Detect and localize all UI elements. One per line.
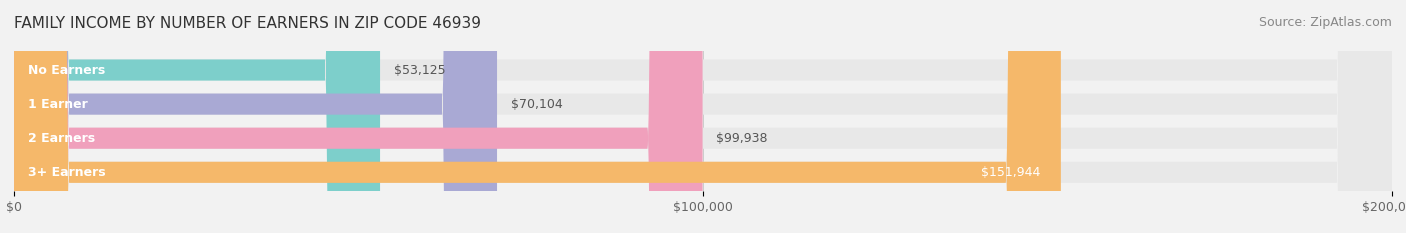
FancyBboxPatch shape [14, 0, 1392, 233]
FancyBboxPatch shape [14, 0, 380, 233]
Text: FAMILY INCOME BY NUMBER OF EARNERS IN ZIP CODE 46939: FAMILY INCOME BY NUMBER OF EARNERS IN ZI… [14, 16, 481, 31]
FancyBboxPatch shape [14, 0, 498, 233]
Text: 3+ Earners: 3+ Earners [28, 166, 105, 179]
Text: 1 Earner: 1 Earner [28, 98, 87, 111]
Text: 2 Earners: 2 Earners [28, 132, 96, 145]
Text: $70,104: $70,104 [510, 98, 562, 111]
Text: $99,938: $99,938 [716, 132, 768, 145]
FancyBboxPatch shape [14, 0, 1062, 233]
FancyBboxPatch shape [14, 0, 1392, 233]
FancyBboxPatch shape [14, 0, 1392, 233]
FancyBboxPatch shape [14, 0, 1392, 233]
Text: Source: ZipAtlas.com: Source: ZipAtlas.com [1258, 16, 1392, 29]
Text: No Earners: No Earners [28, 64, 105, 76]
Text: $151,944: $151,944 [981, 166, 1040, 179]
FancyBboxPatch shape [14, 0, 703, 233]
Text: $53,125: $53,125 [394, 64, 446, 76]
